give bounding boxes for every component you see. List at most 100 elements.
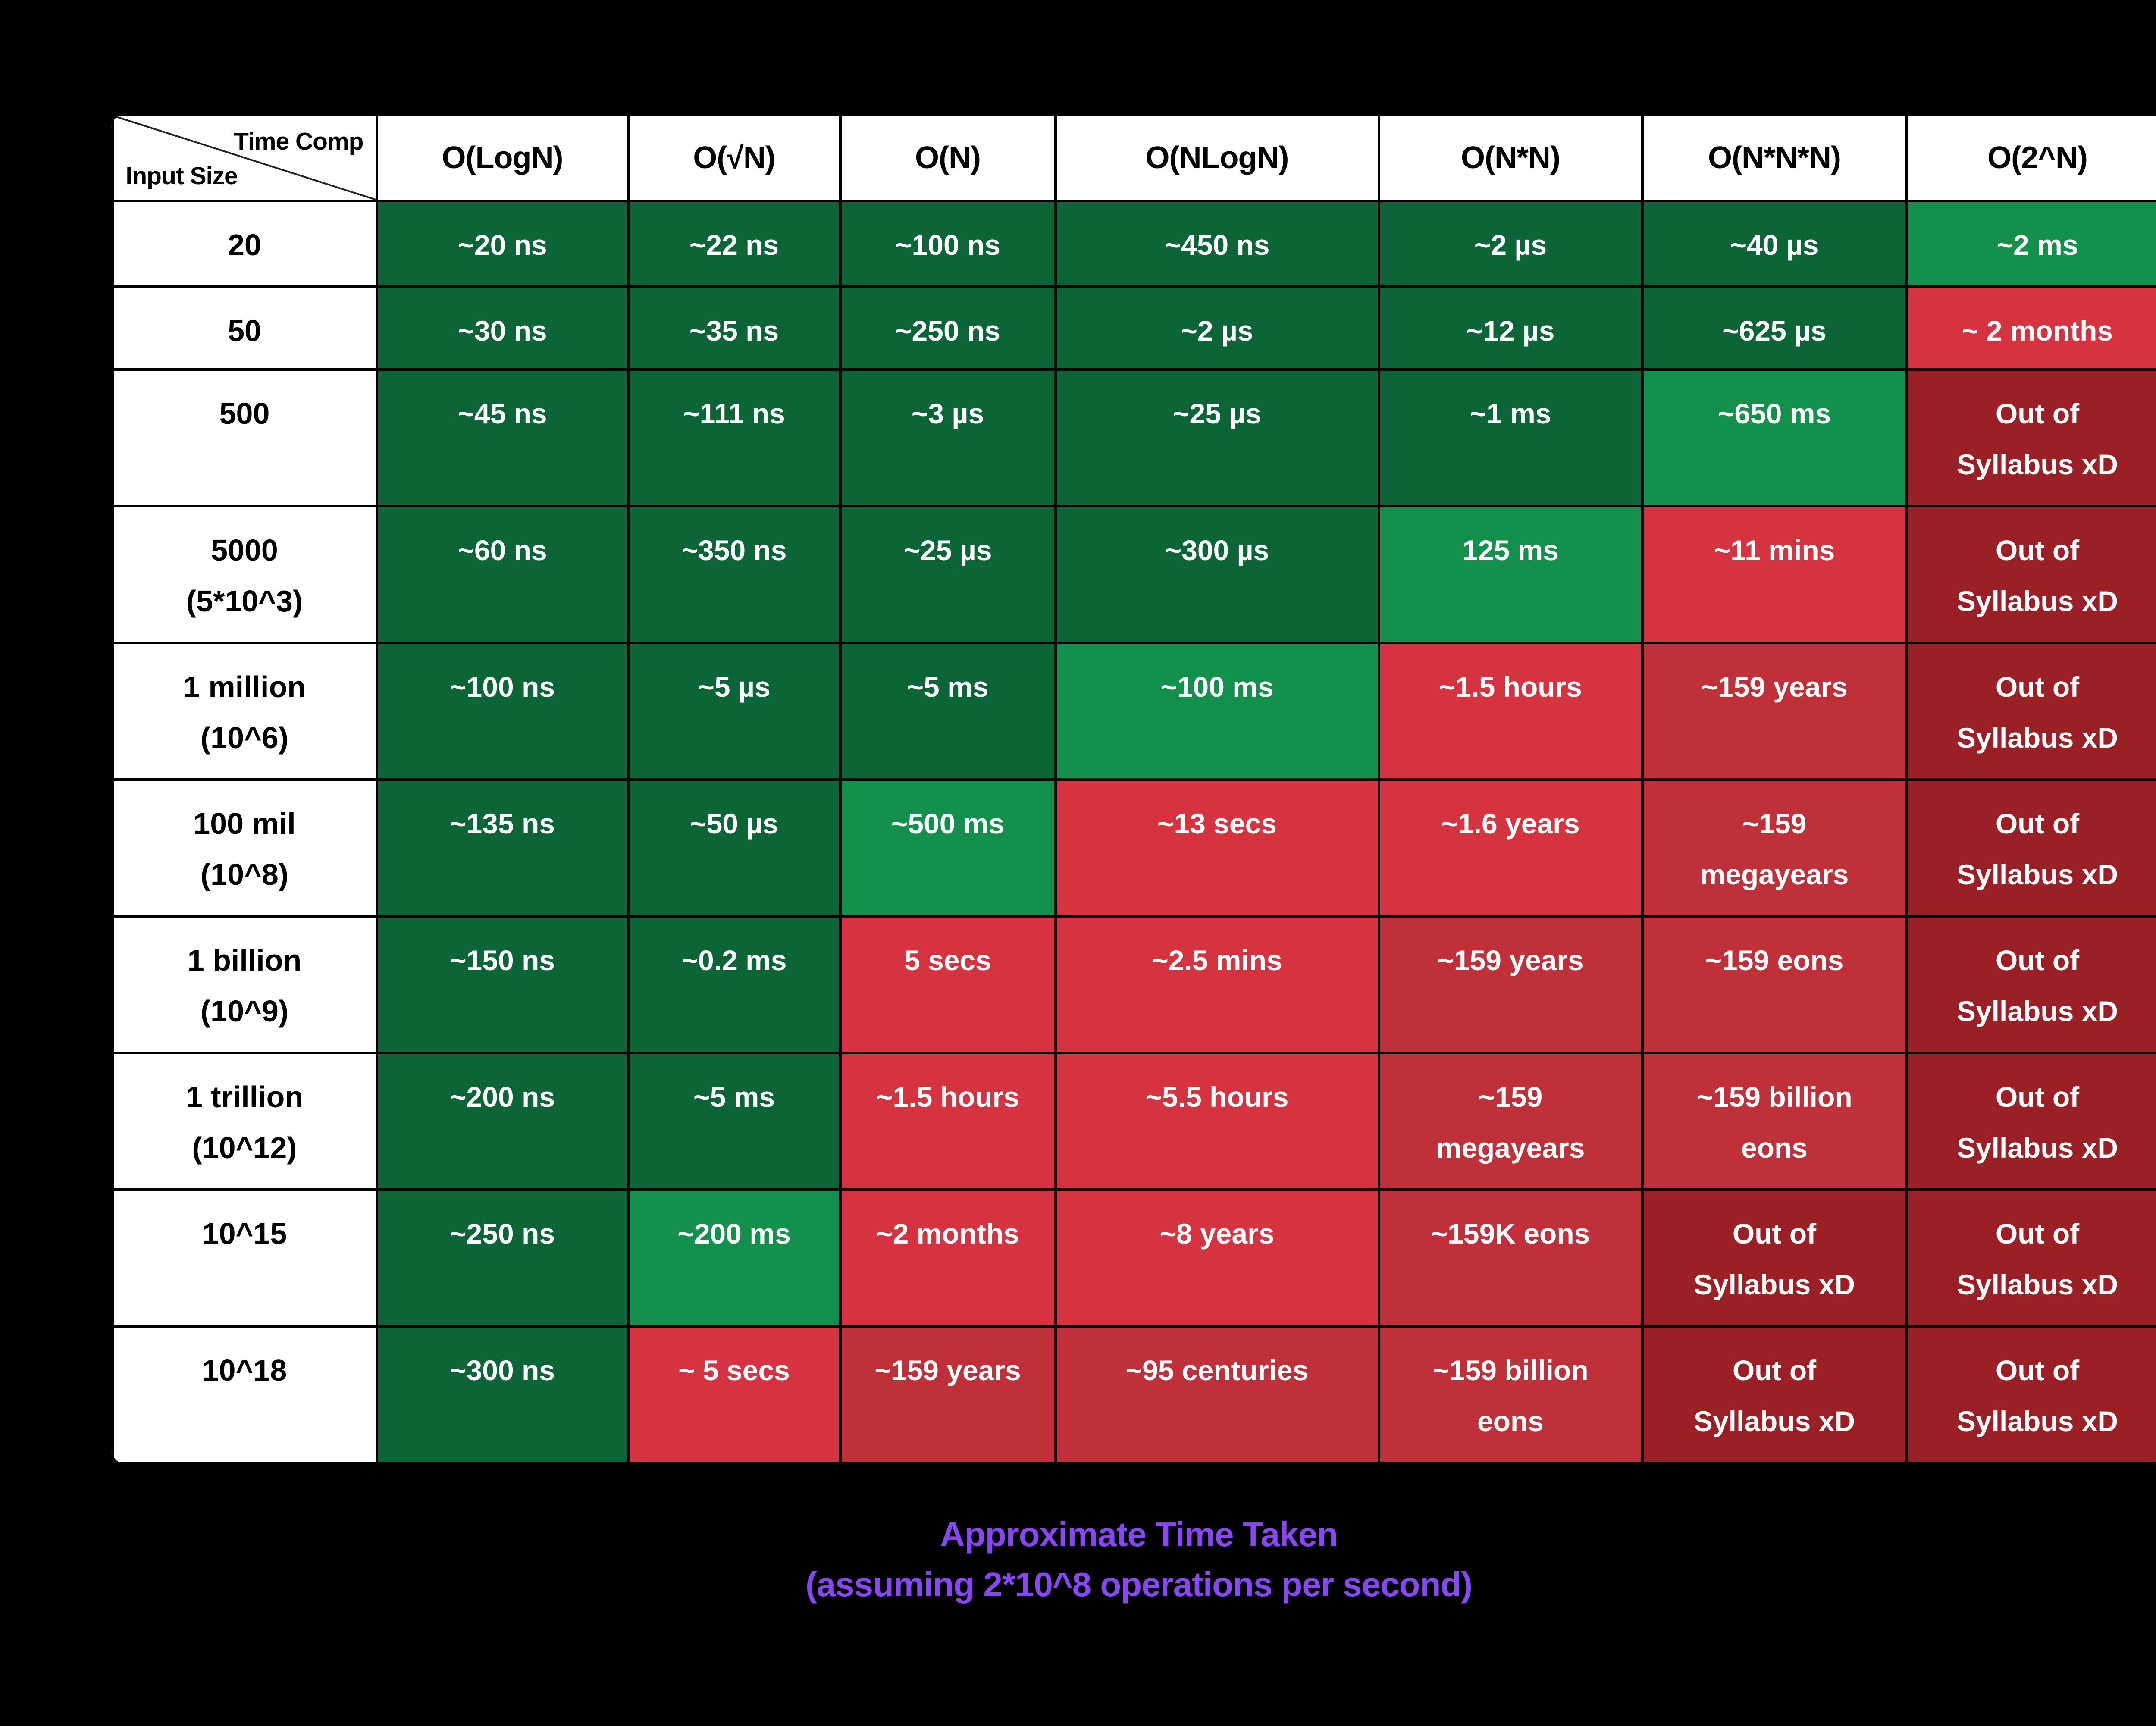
time-cell: ~25 µs — [839, 505, 1057, 644]
time-cell: ~200 ms — [627, 1188, 842, 1328]
time-cell: Out of Syllabus xD — [1905, 1325, 2156, 1464]
input-size-label: 20 — [228, 228, 261, 262]
time-value: ~50 µs — [689, 808, 779, 840]
column-header: O(√N) — [627, 113, 842, 202]
time-cell: ~ 5 secs — [627, 1325, 842, 1464]
time-cell: ~3 µs — [839, 368, 1057, 507]
time-value: ~100 ms — [1160, 671, 1274, 703]
header-row: Time Comp Input Size O(LogN) O(√N) O(N) O(N… — [111, 113, 2156, 202]
time-value: ~350 ns — [681, 534, 787, 566]
time-value: Out of — [1732, 1218, 1817, 1250]
time-value: Out of — [1995, 534, 2080, 566]
time-cell: ~650 ms — [1641, 368, 1908, 507]
input-size-label: 500 — [219, 397, 270, 430]
time-cell: ~111 ns — [627, 368, 842, 507]
time-value: ~159 billion — [1696, 1081, 1852, 1113]
time-value: ~30 ns — [458, 315, 547, 347]
time-cell: ~1.5 hours — [839, 1052, 1057, 1191]
time-value: ~135 ns — [449, 808, 555, 840]
time-value: ~5 µs — [698, 671, 771, 703]
time-cell: ~12 µs — [1377, 285, 1644, 371]
time-value: ~200 ms — [677, 1218, 791, 1250]
time-cell: ~159 eons — [1641, 915, 1908, 1054]
time-value: ~25 µs — [903, 534, 992, 566]
time-cell: ~159 years — [1641, 642, 1908, 781]
table-row: 10^18 ~300 ns ~ 5 secs ~159 years ~95 centur… — [111, 1325, 2156, 1464]
time-cell: ~100 ns — [375, 642, 630, 781]
time-cell: ~2 µs — [1054, 285, 1380, 371]
time-cell: ~2 ms — [1905, 200, 2156, 288]
time-value: ~ 5 secs — [678, 1354, 790, 1386]
time-cell: ~300 µs — [1054, 505, 1380, 644]
time-value: ~ 2 months — [1962, 315, 2113, 347]
time-cell: ~95 centuries — [1054, 1325, 1380, 1464]
column-header: O(N*N) — [1377, 113, 1644, 202]
time-cell: ~ 2 months — [1905, 285, 2156, 371]
time-cell: Out of Syllabus xD — [1905, 915, 2156, 1054]
input-size-label: 1 trillion — [185, 1080, 304, 1114]
column-header: O(N*N*N) — [1641, 113, 1908, 202]
time-value: Syllabus xD — [1693, 1405, 1855, 1437]
time-value: ~25 µs — [1172, 398, 1262, 429]
input-size-label: 10^18 — [202, 1353, 287, 1387]
time-cell: ~200 ns — [375, 1052, 630, 1191]
time-cell: Out of Syllabus xD — [1905, 505, 2156, 644]
time-value: ~2 months — [876, 1218, 1019, 1250]
complexity-table: Time Comp Input Size O(LogN) O(√N) O(N) O(N… — [111, 113, 2156, 1464]
time-value: Out of — [1995, 671, 2080, 703]
table-row: 1 million (10^6) ~100 ns ~5 µs ~5 ms ~100 ms ~… — [111, 642, 2156, 781]
table-row: 5000 (5*10^3) ~60 ns ~350 ns ~25 µs ~300 µs 12… — [111, 505, 2156, 644]
time-cell: ~159 years — [1377, 915, 1644, 1054]
time-value: ~95 centuries — [1125, 1354, 1309, 1386]
table-row: 100 mil (10^8) ~135 ns ~50 µs ~500 ms ~13 sec… — [111, 778, 2156, 918]
time-value: Out of — [1995, 1081, 2080, 1113]
time-cell: ~5.5 hours — [1054, 1052, 1380, 1191]
time-cell: ~5 µs — [627, 642, 842, 781]
time-value: ~200 ns — [449, 1081, 555, 1113]
input-size-label: (10^9) — [200, 994, 289, 1028]
time-cell: 5 secs — [839, 915, 1057, 1054]
time-cell: ~100 ns — [839, 200, 1057, 288]
time-value: ~22 ns — [689, 229, 779, 261]
time-cell: ~5 ms — [627, 1052, 842, 1191]
time-cell: ~45 ns — [375, 368, 630, 507]
time-cell: ~1 ms — [1377, 368, 1644, 507]
caption: Approximate Time Taken (assuming 2*10^8 … — [0, 1510, 2156, 1610]
time-cell: ~159 megayears — [1641, 778, 1908, 918]
time-value: ~159 years — [1701, 671, 1848, 703]
column-header: O(NLogN) — [1054, 113, 1380, 202]
time-value: ~13 secs — [1157, 808, 1277, 840]
time-cell: ~159 billion eons — [1641, 1052, 1908, 1191]
time-cell: ~30 ns — [375, 285, 630, 371]
corner-bottom-label: Input Size — [125, 162, 238, 190]
time-value: ~100 ns — [895, 229, 1001, 261]
time-cell: ~500 ms — [839, 778, 1057, 918]
time-value: ~2 µs — [1474, 229, 1547, 261]
input-size-cell: 100 mil (10^8) — [111, 778, 378, 918]
time-cell: ~1.5 hours — [1377, 642, 1644, 781]
table-row: 500 ~45 ns ~111 ns ~3 µs ~25 µs ~1 ms ~650 ms O… — [111, 368, 2156, 507]
time-value: ~2.5 mins — [1152, 944, 1282, 976]
time-value: ~0.2 ms — [681, 944, 787, 976]
time-value: Syllabus xD — [1956, 1269, 2118, 1300]
time-cell: ~20 ns — [375, 200, 630, 288]
time-value: ~150 ns — [449, 944, 555, 976]
input-size-label: (10^6) — [200, 721, 289, 755]
time-cell: ~250 ns — [839, 285, 1057, 371]
time-value: ~1 ms — [1470, 398, 1551, 429]
time-value: Syllabus xD — [1956, 858, 2118, 890]
time-cell: ~11 mins — [1641, 505, 1908, 644]
time-value: Syllabus xD — [1956, 995, 2118, 1027]
time-value: ~20 ns — [458, 229, 547, 261]
time-cell: Out of Syllabus xD — [1905, 1052, 2156, 1191]
time-cell: ~2 months — [839, 1188, 1057, 1328]
time-value: ~1.5 hours — [1439, 671, 1582, 703]
input-size-label: (5*10^3) — [186, 584, 303, 618]
input-size-cell: 20 — [111, 200, 378, 288]
input-size-label: (10^12) — [192, 1131, 297, 1165]
time-cell: Out of Syllabus xD — [1641, 1188, 1908, 1328]
corner-top-label: Time Comp — [234, 128, 364, 155]
time-value: ~12 µs — [1466, 315, 1555, 347]
input-size-cell: 1 million (10^6) — [111, 642, 378, 781]
